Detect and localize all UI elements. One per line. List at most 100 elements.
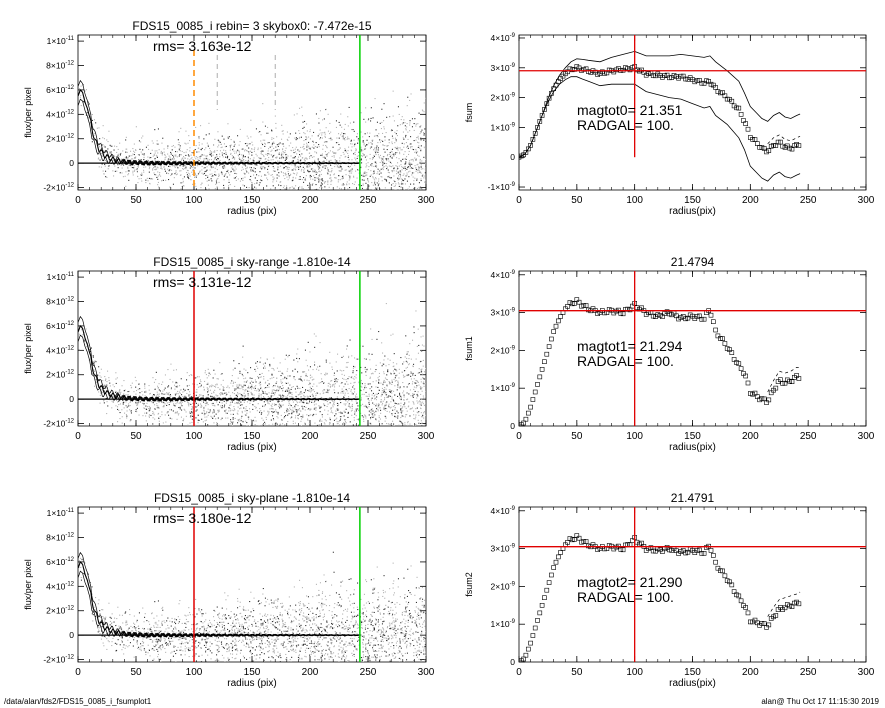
scatter-point (125, 157, 127, 159)
scatter-point (391, 157, 393, 159)
scatter-point (376, 121, 378, 123)
scatter-point (300, 376, 302, 378)
scatter-point (230, 171, 232, 173)
scatter-point (408, 401, 410, 403)
scatter-point (291, 164, 293, 166)
scatter-point (123, 407, 125, 409)
scatter-point (395, 189, 397, 190)
scatter-point (197, 147, 199, 149)
scatter-point (161, 392, 163, 394)
scatter-point (113, 386, 115, 388)
scatter-point (352, 386, 354, 388)
scatter-point (192, 169, 194, 171)
scatter-point (247, 416, 249, 418)
scatter-point (255, 385, 257, 387)
fsum-point (778, 139, 783, 145)
scatter-point (382, 195, 383, 196)
scatter-point (336, 431, 337, 432)
scatter-point (388, 403, 390, 405)
scatter-point (322, 390, 324, 392)
scatter-point (299, 378, 301, 380)
scatter-point (391, 438, 392, 439)
scatter-point (143, 171, 145, 173)
scatter-point (173, 156, 175, 158)
scatter-point (341, 370, 343, 372)
scatter-point (252, 408, 254, 410)
scatter-point (420, 186, 422, 188)
fsum-point (576, 65, 582, 71)
scatter-point (274, 385, 276, 387)
scatter-point (363, 154, 365, 156)
scatter-point (337, 353, 339, 355)
scatter-point (263, 196, 264, 197)
scatter-point (312, 183, 314, 185)
scatter-point (132, 158, 134, 160)
scatter-point (153, 153, 155, 155)
scatter-point (143, 407, 145, 409)
scatter-point (272, 179, 274, 181)
scatter-point (396, 370, 398, 372)
scatter-point (414, 177, 416, 179)
y-tick-label: 0 (69, 158, 74, 168)
scatter-point (423, 175, 425, 177)
scatter-point (420, 125, 422, 127)
scatter-point (332, 384, 334, 386)
scatter-point (421, 416, 423, 418)
scatter-point (153, 394, 155, 396)
scatter-point (201, 412, 203, 414)
scatter-point (401, 218, 402, 219)
scatter-point (246, 428, 247, 429)
scatter-point (169, 156, 171, 158)
scatter-point (127, 394, 129, 396)
scatter-point (208, 179, 210, 181)
scatter-point (416, 407, 418, 409)
fsum-0-chart: 0 50 100 150 200 250 300-1×10-901×10-92×10-93×… (464, 33, 875, 217)
scatter-point (139, 159, 141, 161)
scatter-point (379, 188, 381, 190)
scatter-point (206, 180, 208, 182)
scatter-point (78, 88, 80, 90)
scatter-point (329, 422, 331, 424)
scatter-point (171, 158, 173, 160)
scatter-point (339, 416, 341, 418)
scatter-point (407, 167, 409, 169)
scatter-point (370, 117, 372, 119)
scatter-point (283, 435, 284, 436)
scatter-point (364, 156, 366, 158)
scatter-point (288, 413, 290, 415)
scatter-point (314, 400, 316, 402)
scatter-point (382, 200, 383, 201)
scatter-point (230, 144, 232, 146)
scatter-point (375, 164, 377, 166)
scatter-point (347, 165, 349, 167)
scatter-point (358, 192, 359, 193)
scatter-point (409, 423, 411, 425)
scatter-point (129, 164, 131, 166)
scatter-point (388, 423, 390, 425)
scatter-point (128, 179, 130, 181)
scatter-point (417, 146, 419, 148)
scatter-point (114, 145, 116, 147)
scatter-point (365, 163, 367, 165)
scatter-point (187, 424, 189, 426)
scatter-point (416, 393, 418, 395)
scatter-point (365, 174, 367, 176)
scatter-point (342, 177, 344, 179)
scatter-point (334, 451, 335, 452)
scatter-point (403, 207, 404, 208)
scatter-point (135, 393, 137, 395)
scatter-point (251, 148, 253, 150)
scatter-point (356, 136, 358, 138)
scatter-point (389, 152, 391, 154)
scatter-point (380, 399, 382, 401)
scatter-point (241, 374, 243, 376)
scatter-point (306, 142, 308, 144)
scatter-point (412, 193, 413, 194)
scatter-point (165, 156, 167, 158)
scatter-point (338, 175, 340, 177)
y-tick-label: 0 (510, 152, 515, 162)
scatter-point (390, 431, 391, 432)
scatter-point (390, 391, 392, 393)
scatter-point (166, 172, 168, 174)
scatter-point (317, 158, 319, 160)
